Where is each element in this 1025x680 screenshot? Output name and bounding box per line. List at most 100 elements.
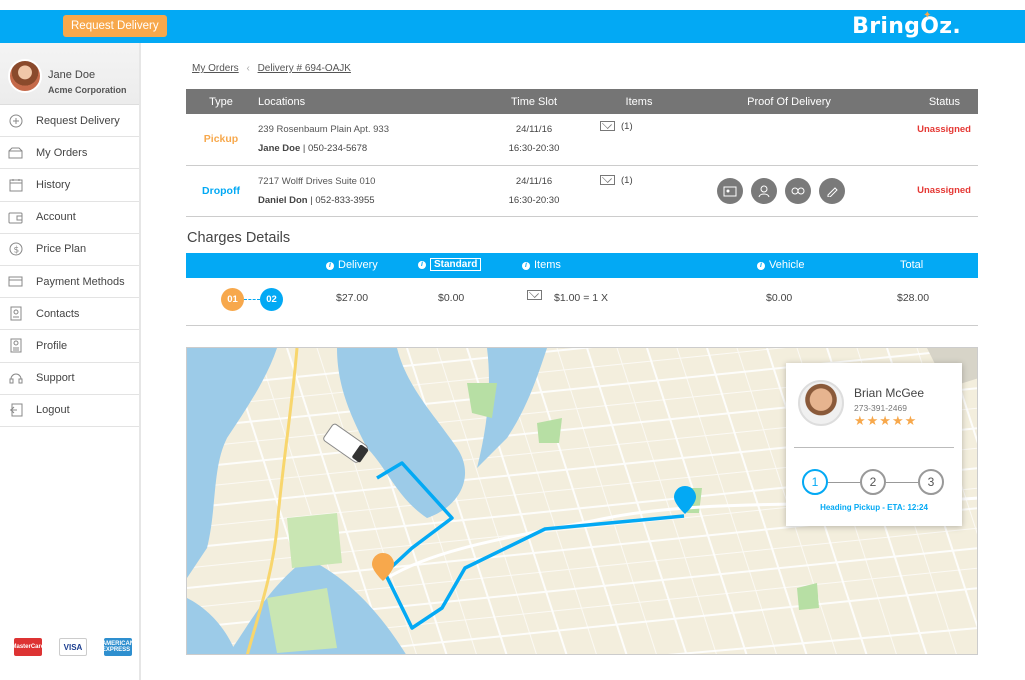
- header-type: Type: [186, 89, 256, 114]
- orders-table: Type Locations Time Slot Items Proof Of …: [186, 89, 978, 217]
- driver-avatar: [798, 380, 844, 426]
- envelope-icon[interactable]: [600, 174, 615, 185]
- charges-row: 01 02 $27.00 $0.00 $1.00 = 1 X $0.00 $28…: [186, 278, 978, 326]
- request-delivery-button[interactable]: Request Delivery: [63, 15, 167, 37]
- info-icon[interactable]: i: [326, 262, 334, 270]
- person-signature-icon[interactable]: [751, 177, 777, 204]
- header-label: Items: [534, 259, 561, 271]
- divider: [794, 447, 954, 448]
- envelope-icon[interactable]: [527, 290, 542, 300]
- contact-name: Jane Doe: [258, 143, 301, 155]
- driver-phone: 273-391-2469: [854, 403, 907, 413]
- items-count: (1): [621, 121, 633, 132]
- sidebar-item-profile[interactable]: Profile: [0, 330, 139, 363]
- sidebar-item-label: Request Delivery: [36, 114, 120, 127]
- progress-step-2: 2: [860, 469, 886, 495]
- sidebar-item-contacts[interactable]: Contacts: [0, 298, 139, 331]
- calendar-icon: [8, 177, 23, 192]
- status-badge: Unassigned: [884, 114, 978, 166]
- sidebar: Jane Doe Acme Corporation Request Delive…: [0, 43, 141, 680]
- sidebar-item-history[interactable]: History: [0, 169, 139, 202]
- sidebar-item-label: Payment Methods: [36, 275, 125, 288]
- status-badge: Unassigned: [884, 165, 978, 217]
- header-label: Vehicle: [769, 259, 805, 271]
- face-recognition-icon[interactable]: [785, 177, 811, 204]
- visa-logo: VISA: [59, 638, 87, 656]
- pickup-address: 239 Rosenbaum Plain Apt. 933: [258, 124, 389, 136]
- sidebar-item-label: Logout: [36, 404, 70, 417]
- contact-name: Daniel Don: [258, 194, 308, 206]
- breadcrumb-my-orders[interactable]: My Orders: [192, 63, 239, 74]
- charges-header-total: Total: [900, 259, 924, 271]
- dropoff-address: 7217 Wolff Drives Suite 010: [258, 175, 376, 187]
- info-icon[interactable]: i: [522, 262, 530, 270]
- svg-text:$: $: [13, 246, 19, 256]
- header-proof-of-delivery: Proof Of Delivery: [694, 89, 884, 114]
- type-dropoff: Dropoff: [202, 184, 240, 197]
- id-card-icon[interactable]: [717, 177, 743, 204]
- sidebar-item-label: Price Plan: [36, 243, 87, 256]
- company-name: Acme Corporation: [48, 85, 127, 95]
- header-status: Status: [884, 89, 978, 114]
- chevron-left-icon: ‹: [246, 63, 250, 74]
- sidebar-item-my-orders[interactable]: My Orders: [0, 137, 139, 170]
- slot-time: 16:30-20:30: [508, 194, 560, 206]
- brand-logo[interactable]: BringOz. ✦: [852, 10, 961, 39]
- logo-text: BringOz.: [852, 14, 961, 39]
- driver-name: Brian McGee: [854, 386, 925, 400]
- user-profile[interactable]: Jane Doe Acme Corporation: [0, 43, 139, 105]
- step-connector: [828, 482, 860, 483]
- stops-connector: [244, 299, 260, 300]
- amex-logo: AMERICAN EXPRESS: [102, 638, 134, 656]
- charges-header-standard[interactable]: i Standard: [418, 258, 482, 271]
- sidebar-item-price-plan[interactable]: $ Price Plan: [0, 234, 139, 266]
- driver-card[interactable]: Brian McGee 273-391-2469 ★★★★★ 1 2 3 Hea…: [786, 363, 962, 526]
- breadcrumb-current[interactable]: Delivery # 694-OAJK: [257, 63, 351, 74]
- top-bar: Request Delivery BringOz. ✦: [0, 10, 1025, 43]
- plus-circle-icon: [8, 113, 23, 128]
- sidebar-item-label: Contacts: [36, 307, 80, 320]
- sidebar-item-support[interactable]: Support: [0, 363, 139, 395]
- sidebar-item-account[interactable]: Account: [0, 202, 139, 234]
- info-icon[interactable]: i: [418, 261, 426, 269]
- logout-icon: [8, 403, 23, 418]
- table-row[interactable]: Pickup 239 Rosenbaum Plain Apt. 933 Jane…: [186, 114, 978, 166]
- items-count: (1): [621, 174, 633, 186]
- contact-phone: | 050-234-5678: [300, 143, 368, 155]
- sidebar-item-payment-methods[interactable]: Payment Methods: [0, 266, 139, 299]
- envelope-icon[interactable]: [600, 121, 615, 131]
- stop-badge-from: 01: [221, 288, 244, 311]
- slot-date: 24/11/16: [515, 124, 553, 136]
- truck-icon: [323, 423, 369, 463]
- slot-time: 16:30-20:30: [508, 143, 560, 155]
- charges-header-vehicle: i Vehicle: [757, 259, 804, 271]
- credit-card-icon: [8, 274, 23, 289]
- delivery-charge: $27.00: [336, 292, 369, 304]
- profile-icon: [8, 338, 23, 353]
- logo-spark-icon: ✦: [923, 10, 932, 21]
- sidebar-item-request-delivery[interactable]: Request Delivery: [0, 105, 139, 138]
- pen-signature-icon[interactable]: [819, 177, 845, 204]
- user-name: Jane Doe: [48, 69, 96, 81]
- standard-toggle[interactable]: Standard: [430, 258, 482, 271]
- info-icon[interactable]: i: [757, 262, 765, 270]
- table-header-row: Type Locations Time Slot Items Proof Of …: [186, 89, 978, 114]
- progress-step-3: 3: [918, 469, 944, 495]
- charges-header: i Delivery i Standard i Items i Vehicle Tota…: [186, 253, 978, 278]
- dropoff-contact: Daniel Don | 052-833-3955: [258, 195, 484, 206]
- header-time-slot: Time Slot: [484, 89, 584, 114]
- avatar: [8, 59, 42, 93]
- slot-date: 24/11/16: [515, 175, 553, 187]
- star-rating: ★★★★★: [854, 413, 918, 428]
- box-icon: [8, 145, 23, 160]
- contact-card-icon: [8, 306, 23, 321]
- header-items: Items: [584, 89, 694, 114]
- standard-charge: $0.00: [438, 292, 465, 304]
- items-charge: $1.00 = 1 X: [554, 292, 609, 304]
- total-charge: $28.00: [897, 292, 930, 304]
- contact-phone: | 052-833-3955: [307, 194, 375, 206]
- table-row[interactable]: Dropoff 7217 Wolff Drives Suite 010 Dani…: [186, 165, 978, 217]
- sidebar-item-logout[interactable]: Logout: [0, 395, 139, 427]
- dollar-coin-icon: $: [8, 242, 23, 257]
- breadcrumb: My Orders ‹ Delivery # 694-OAJK: [192, 63, 351, 74]
